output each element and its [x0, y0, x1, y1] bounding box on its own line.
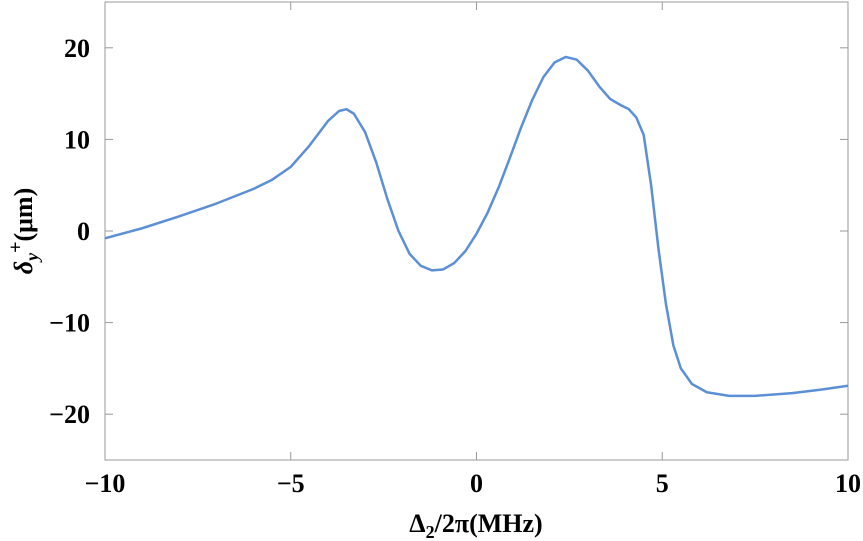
x-tick-label: 10 — [835, 469, 861, 498]
y-axis-label: δy+(μm) — [5, 188, 42, 274]
x-tick-label: −5 — [277, 469, 305, 498]
plot-frame — [104, 1, 849, 461]
y-tick-label: 10 — [64, 125, 90, 154]
y-tick-label: 20 — [64, 34, 90, 63]
x-tick-label: 0 — [470, 469, 483, 498]
line-series — [104, 55, 849, 398]
y-tick-label: −20 — [49, 400, 90, 429]
y-tick-label: 0 — [77, 217, 90, 246]
x-tick-label: −10 — [85, 469, 126, 498]
x-axis-label: Δ2/2π(MHz) — [409, 509, 542, 541]
x-tick-label: 5 — [656, 469, 669, 498]
y-tick-label: −10 — [49, 309, 90, 338]
